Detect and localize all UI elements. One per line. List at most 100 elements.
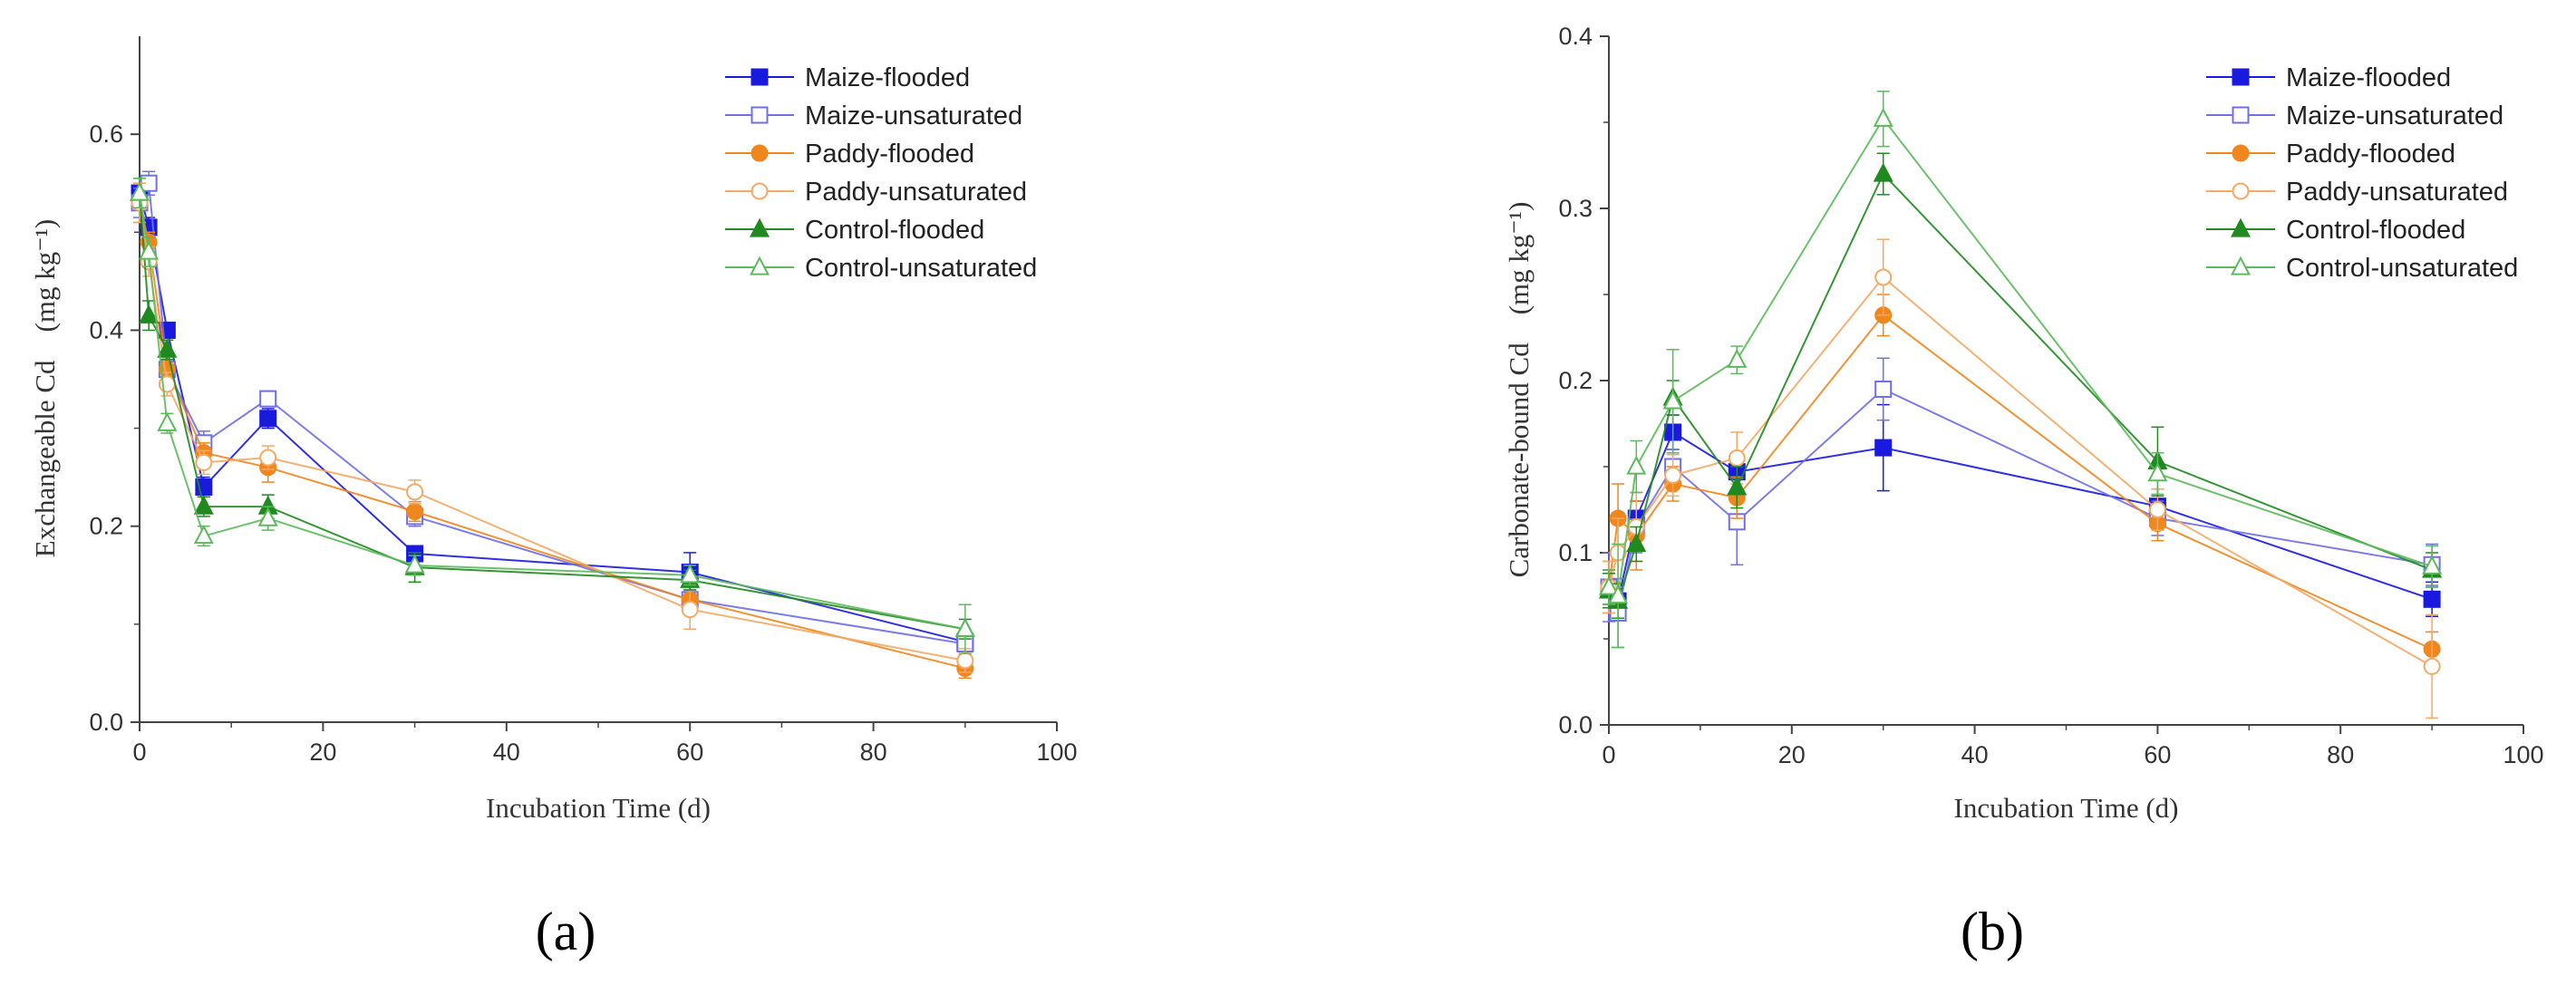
panel-b-series-paddy-unsaturated: [1600, 238, 2441, 719]
panel-a-y-axis-title: Exchangeable Cd (mg kg⁻¹): [29, 219, 61, 557]
panel-b-y-tick-label: 0.2: [1558, 367, 1593, 394]
panel-a-x-tick-label: 80: [860, 739, 887, 766]
panel-b-legend: Maize-flooded Maize-unsaturated Paddy-floo…: [2206, 63, 2518, 283]
legend-marker: [751, 182, 769, 200]
data-point: [1874, 268, 1893, 286]
panel-b-series-paddy-flooded: [1600, 294, 2441, 668]
data-point: [193, 495, 214, 515]
data-point: [1727, 476, 1748, 496]
panel-b-x-axis-title: Incubation Time (d): [1954, 792, 2179, 824]
panel-b-y-tick-label: 0.1: [1558, 539, 1593, 566]
panel-a-y-tick-label: 0.0: [89, 709, 123, 736]
legend-label: Control-flooded: [805, 216, 984, 245]
series-line: [139, 192, 965, 631]
legend-marker: [749, 256, 770, 275]
data-point: [1727, 348, 1748, 368]
data-point: [406, 502, 424, 520]
legend-marker: [751, 68, 769, 86]
legend-label: Maize-flooded: [2286, 63, 2451, 92]
legend-marker: [2232, 106, 2250, 124]
legend-marker: [2232, 68, 2250, 86]
data-point: [157, 338, 178, 358]
panel-a-chart: 0 20 40 60 80 100 0.0 0.2 0.4 0.6 Incubation Time …: [29, 36, 1078, 961]
legend-label: Paddy-unsaturated: [805, 178, 1027, 207]
legend-marker: [751, 144, 769, 162]
data-point: [1874, 439, 1893, 457]
data-point: [1664, 467, 1682, 484]
data-point: [1598, 575, 1620, 595]
panel-b-y-tick-label: 0.0: [1558, 711, 1593, 739]
data-point: [2147, 462, 2168, 482]
data-point: [257, 507, 278, 526]
panel-a-x-tick-label: 60: [676, 739, 703, 766]
data-point: [1874, 381, 1893, 398]
data-point: [1873, 162, 1893, 182]
data-point: [1608, 584, 1629, 604]
legend-label: Maize-unsaturated: [805, 101, 1022, 130]
panel-b-x-tick-label: 60: [2144, 741, 2171, 768]
data-point: [681, 601, 699, 619]
data-point: [193, 525, 214, 545]
data-point: [1626, 455, 1647, 475]
data-point: [956, 652, 974, 670]
panel-b-series-control-unsaturated: [1598, 91, 2443, 649]
legend-label: Maize-flooded: [805, 63, 970, 92]
panel-b-x-tick-label: 20: [1778, 741, 1806, 768]
panel-a-x-axis-title: Incubation Time (d): [486, 792, 711, 824]
legend-marker: [2232, 182, 2250, 200]
data-point: [139, 240, 160, 260]
legend-label: Control-unsaturated: [2286, 254, 2518, 283]
series-line: [1608, 117, 2433, 598]
panel-b-y-tick-label: 0.4: [1558, 23, 1593, 50]
data-point: [129, 181, 150, 201]
panel-b-series-maize-unsaturated: [1600, 357, 2441, 649]
data-point: [2148, 501, 2166, 518]
legend-marker: [2230, 256, 2252, 275]
data-point: [1626, 533, 1647, 553]
data-point: [680, 564, 701, 584]
panel-a-y-tick-label: 0.6: [89, 121, 123, 148]
panel-b-x-tick-label: 100: [2503, 741, 2543, 768]
data-point: [2422, 555, 2443, 574]
legend-label: Control-flooded: [2286, 216, 2465, 245]
panel-a-y-tick-label: 0.4: [89, 316, 123, 343]
legend-marker: [2232, 144, 2250, 162]
data-point: [259, 390, 277, 408]
panel-a-x-tick-label: 0: [132, 739, 146, 766]
data-point: [139, 304, 160, 323]
panel-b-chart: 0 20 40 60 80 100 0.0 0.1 0.2 0.3 0.4 Incubation Ti…: [1503, 23, 2544, 961]
data-point: [195, 453, 213, 471]
legend-label: Paddy-unsaturated: [2286, 178, 2508, 207]
panel-b-x-tick-label: 0: [1602, 741, 1615, 768]
data-point: [954, 617, 975, 637]
panel-a-series-control-unsaturated: [129, 178, 975, 655]
data-point: [2423, 590, 2441, 608]
panel-a-x-tick-label: 40: [493, 739, 520, 766]
panel-b-y-tick-label: 0.3: [1558, 195, 1593, 222]
panel-a-y-tick-label: 0.2: [89, 513, 123, 540]
data-point: [1662, 390, 1683, 410]
data-point: [259, 449, 277, 467]
data-point: [259, 410, 277, 428]
data-point: [157, 411, 178, 431]
panel-a-legend: Maize-flooded Maize-unsaturated Paddy-floo…: [725, 63, 1037, 283]
data-point: [2423, 657, 2441, 675]
legend-label: Control-unsaturated: [805, 254, 1037, 283]
data-point: [404, 554, 425, 574]
legend-label: Paddy-flooded: [805, 140, 974, 169]
legend-marker: [749, 217, 770, 237]
panel-a-label: (a): [536, 902, 596, 961]
data-point: [1728, 449, 1746, 467]
panel-b-x-tick-label: 40: [1961, 741, 1989, 768]
data-point: [1873, 107, 1893, 127]
legend-label: Maize-unsaturated: [2286, 101, 2503, 130]
panel-b-y-axis-title: Carbonate-bound Cd (mg kg⁻¹): [1503, 202, 1535, 578]
legend-marker: [2230, 217, 2252, 237]
panel-b-label: (b): [1961, 902, 2024, 961]
data-point: [406, 483, 424, 501]
panel-b-series-maize-flooded: [1600, 403, 2441, 619]
panel-a-x-tick-label: 100: [1036, 739, 1077, 766]
legend-marker: [751, 106, 769, 124]
legend-label: Paddy-flooded: [2286, 140, 2455, 169]
